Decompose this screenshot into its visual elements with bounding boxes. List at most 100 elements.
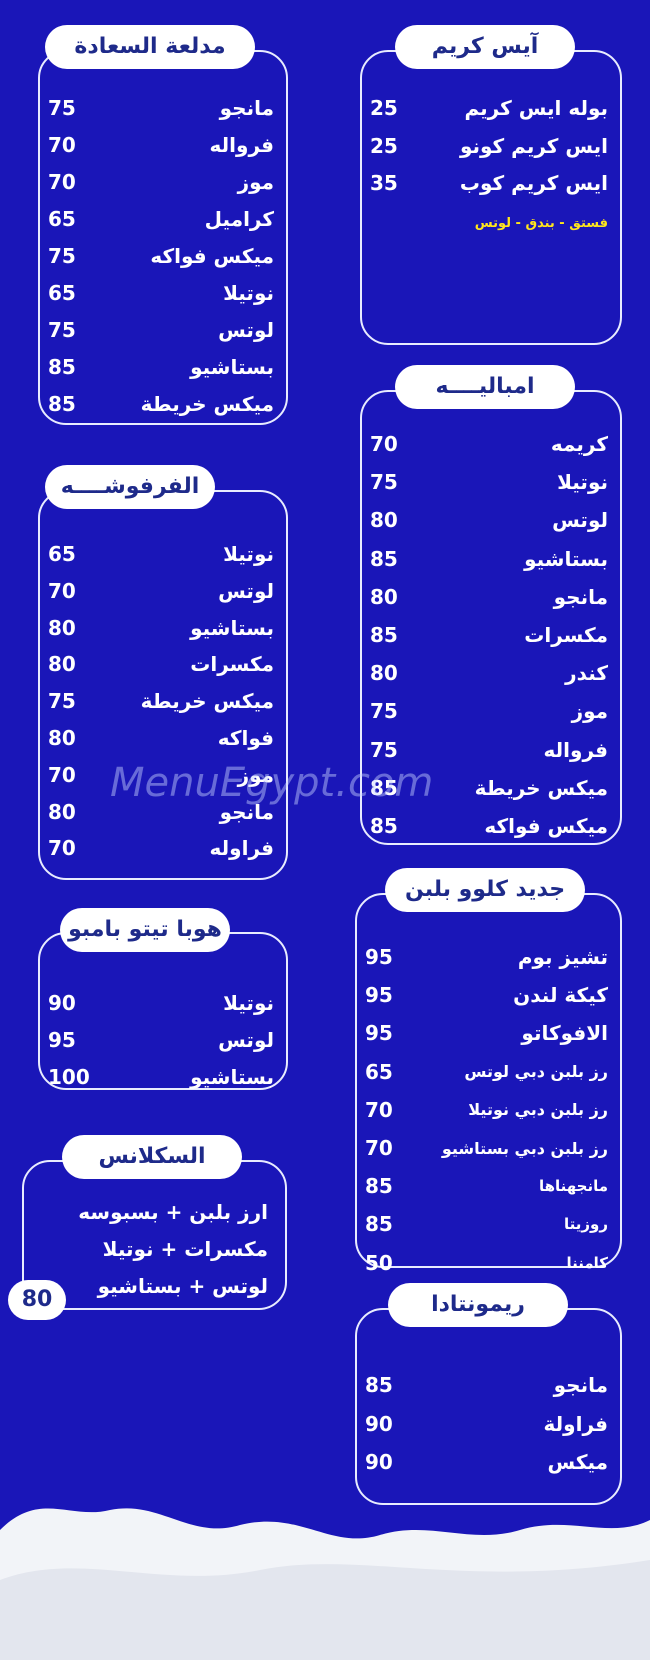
item-price: 70 (365, 1097, 393, 1122)
menu-item: 75 ميكس فواكه (48, 241, 274, 271)
section-title: امباليــــه (395, 365, 575, 409)
menu-item: 70 موز (48, 760, 274, 790)
item-price: 35 (370, 171, 398, 195)
item-price: 75 (370, 737, 398, 762)
item-name: بوله ايس كريم (464, 96, 608, 120)
item-price: 70 (48, 762, 76, 787)
item-name: ايس كريم كونو (459, 133, 608, 158)
menu-item: 65 رز بلبن دبي لوتس (365, 1057, 608, 1087)
item-name: تشيز بوم (517, 945, 608, 969)
item-price: 75 (48, 318, 76, 342)
item-name: مانجو (553, 584, 608, 609)
item-price: 25 (370, 133, 398, 158)
milk-wave-decoration (0, 1508, 650, 1660)
item-name: موز (237, 170, 274, 194)
item-price: 80 (48, 615, 76, 640)
menu-item: 80 لوتس (370, 505, 608, 535)
menu-item: 70 فرواله (48, 130, 274, 160)
item-name: فراوله (209, 836, 274, 861)
section-title: ريمونتادا (388, 1283, 568, 1327)
combo-line: ارز بلبن + بسبوسه (78, 1200, 268, 1224)
menu-item: 85 ميكس خريطة (48, 389, 274, 419)
item-price: 85 (370, 814, 398, 838)
section-title: آيس كريم (395, 25, 575, 69)
menu-item: 75 مانجو (48, 93, 274, 123)
item-price: 70 (48, 578, 76, 603)
menu-item: 85 ميكس فواكه (370, 811, 608, 841)
item-price: 70 (48, 133, 76, 157)
menu-item: 85 ميكس خريطة (370, 773, 608, 803)
item-price: 85 (370, 623, 398, 647)
item-name: لوتس (552, 508, 608, 533)
menu-item: 80 مكسرات (48, 649, 274, 679)
item-name: ميكس خريطة (140, 392, 274, 416)
item-price: 70 (48, 836, 76, 861)
item-price: 70 (365, 1136, 393, 1160)
item-price: 85 (365, 1174, 393, 1199)
item-price: 95 (365, 1021, 393, 1046)
item-name: رز بلبن دبي بستاشيو (441, 1138, 608, 1158)
item-price: 75 (370, 699, 398, 724)
item-price: 70 (48, 170, 76, 194)
item-name: ميكس فواكه (484, 814, 608, 838)
item-name: بستاشيو (190, 1065, 274, 1089)
item-name: مكسرات (190, 652, 274, 677)
item-name: نوتيلا (223, 542, 274, 566)
section-title: جديد كلوو بلبن (385, 868, 585, 912)
item-name: كراميل (204, 207, 274, 231)
item-name: بستاشيو (190, 615, 274, 640)
item-price: 75 (48, 244, 76, 268)
item-price: 65 (365, 1059, 393, 1084)
menu-item: 70 كريمه (370, 429, 608, 459)
flavors-note: فستق - بندق - لوتس (474, 215, 608, 231)
item-price: 90 (365, 1411, 393, 1436)
item-name: نوتيلا (557, 470, 608, 495)
watermark: MenuEgypt.com (110, 760, 434, 806)
item-name: فرواله (543, 737, 608, 762)
menu-item: 25 بوله ايس كريم (370, 93, 608, 123)
item-name: ايس كريم كوب (459, 171, 608, 195)
menu-item: 50 كامننا (365, 1248, 608, 1278)
menu-item: 70 رز بلبن دبي بستاشيو (365, 1133, 608, 1163)
section-title: مدلعة السعادة (45, 25, 255, 69)
menu-item: 70 لوتس (48, 576, 274, 606)
item-name: كيكة لندن (513, 983, 608, 1008)
item-name: ميكس خريطة (474, 775, 608, 800)
price-badge: 80 (8, 1280, 66, 1320)
item-price: 85 (370, 546, 398, 571)
item-price: 85 (370, 775, 398, 800)
combo-line: لوتس + بستاشيو (97, 1274, 268, 1298)
item-price: 80 (370, 508, 398, 533)
item-name: ميكس (547, 1450, 608, 1474)
menu-item: 90 نوتيلا (48, 988, 274, 1018)
item-name: مانجو (219, 799, 274, 824)
item-price: 25 (370, 96, 398, 120)
combo-line: مكسرات + نوتيلا (102, 1237, 268, 1261)
menu-item: 35 ايس كريم كوب (370, 168, 608, 198)
item-name: رز بلبن دبي نوتيلا (468, 1100, 608, 1120)
item-price: 65 (48, 281, 76, 305)
item-price: 90 (365, 1450, 393, 1474)
item-price: 100 (48, 1065, 90, 1089)
item-name: موز (571, 699, 608, 724)
item-name: ميكس خريطة (140, 689, 274, 714)
item-name: كريمه (550, 432, 608, 456)
item-name: مانجو (219, 96, 274, 120)
menu-item: 95 تشيز بوم (365, 942, 608, 972)
item-name: كندر (565, 661, 608, 686)
item-price: 75 (370, 470, 398, 495)
item-price: 95 (48, 1028, 76, 1052)
item-price: 75 (48, 96, 76, 120)
menu-item: 80 مانجو (48, 797, 274, 827)
menu-item: 90 فراولة (365, 1409, 608, 1439)
menu-item: 95 الافوكاتو (365, 1018, 608, 1048)
menu-item: 85 بستاشيو (48, 352, 274, 382)
menu-item: 70 موز (48, 167, 274, 197)
menu-item: 85 بستاشيو (370, 544, 608, 574)
item-name: نوتيلا (223, 281, 274, 305)
item-name: الافوكاتو (521, 1021, 608, 1046)
menu-item: 70 فراوله (48, 833, 274, 863)
item-name: روزيتا (564, 1215, 608, 1234)
item-price: 85 (48, 392, 76, 416)
item-name: رز بلبن دبي لوتس (464, 1062, 608, 1082)
